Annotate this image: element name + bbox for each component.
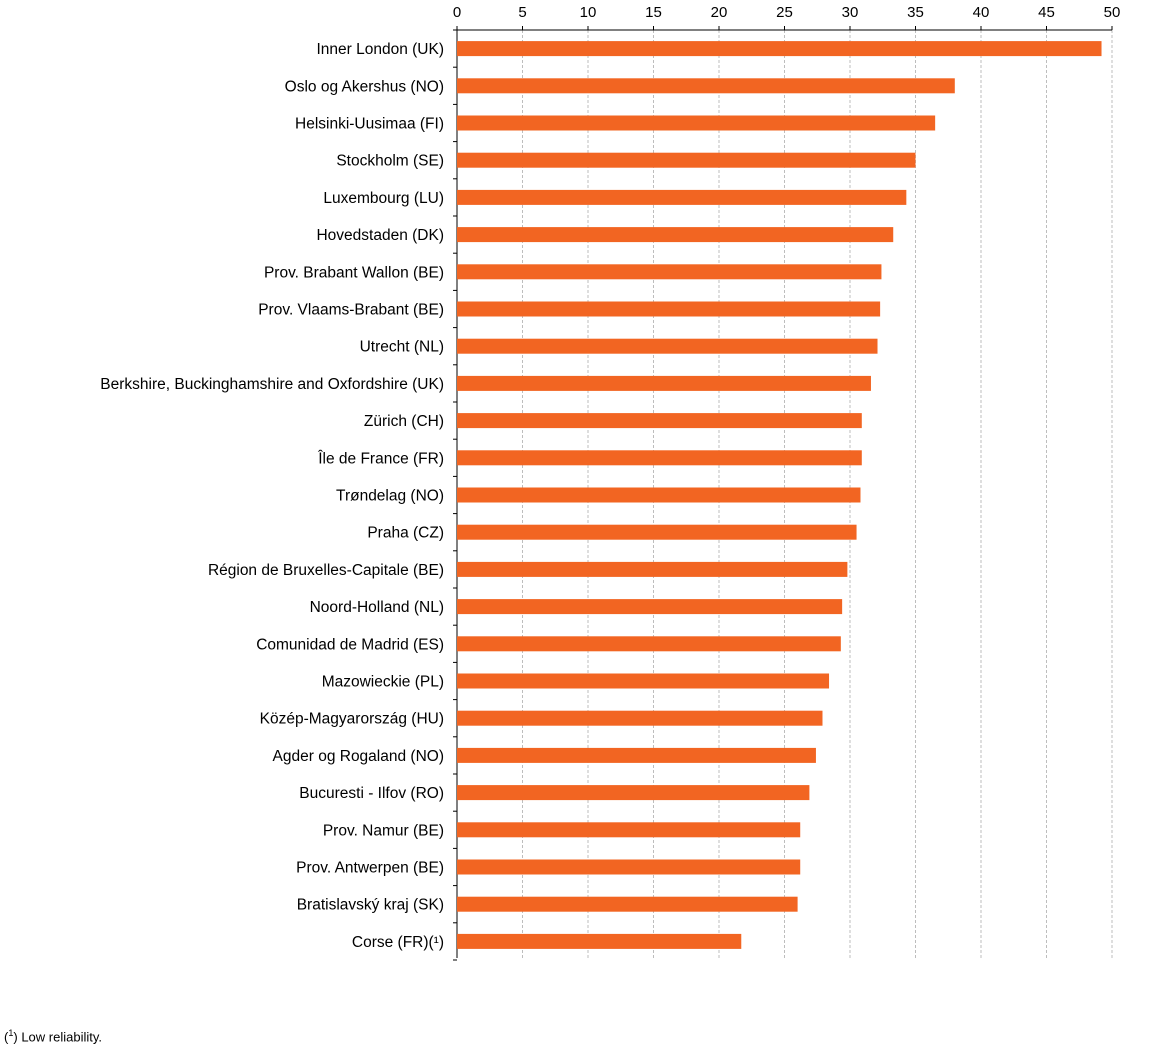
- x-tick-label: 25: [776, 4, 793, 21]
- category-label: Noord-Holland (NL): [310, 599, 444, 616]
- bar: [457, 450, 862, 466]
- x-tick-label: 0: [453, 4, 461, 21]
- footnote-marker: 1: [8, 1028, 14, 1038]
- bar: [457, 413, 862, 429]
- bar: [457, 41, 1102, 57]
- bar: [457, 673, 830, 689]
- x-tick-label: 30: [842, 4, 859, 21]
- category-label: Közép-Magyarország (HU): [260, 711, 444, 728]
- x-tick-labels: 0 5 10 15 20 25 30 35 40 45 50: [453, 4, 1121, 21]
- bar: [457, 227, 894, 243]
- bar: [457, 896, 798, 912]
- footnote: (1) Low reliability.: [4, 1028, 102, 1045]
- x-tick-label: 5: [518, 4, 526, 21]
- category-label: Utrecht (NL): [360, 339, 444, 356]
- bar: [457, 375, 871, 391]
- bar: [457, 301, 881, 317]
- category-label: Agder og Rogaland (NO): [273, 748, 444, 765]
- category-label: Région de Bruxelles-Capitale (BE): [208, 562, 444, 579]
- category-label: Prov. Vlaams-Brabant (BE): [258, 302, 444, 319]
- category-label: Prov. Namur (BE): [323, 822, 444, 839]
- bar: [457, 933, 742, 949]
- footnote-text: Low reliability.: [17, 1029, 102, 1045]
- category-label: Trøndelag (NO): [336, 488, 444, 505]
- bar: [457, 636, 841, 652]
- bar: [457, 710, 823, 726]
- bar-chart: 0 5 10 15 20 25 30 35 40 45 50 Inner London (UK) Os…: [100, 4, 1121, 961]
- bar: [457, 561, 848, 577]
- category-label: Bucuresti - Ilfov (RO): [299, 785, 444, 802]
- x-tick-label: 35: [907, 4, 924, 21]
- bar: [457, 152, 916, 168]
- category-label: Praha (CZ): [367, 525, 444, 542]
- category-label: Île de France (FR): [317, 450, 444, 467]
- x-tick-label: 15: [645, 4, 662, 21]
- category-label: Prov. Antwerpen (BE): [296, 860, 444, 877]
- category-label: Oslo og Akershus (NO): [285, 78, 444, 95]
- x-tick-label: 50: [1104, 4, 1121, 21]
- x-tick-label: 45: [1038, 4, 1055, 21]
- bar: [457, 115, 936, 131]
- category-label: Berkshire, Buckinghamshire and Oxfordshi…: [100, 376, 444, 393]
- category-label: Stockholm (SE): [336, 153, 444, 170]
- category-label: Prov. Brabant Wallon (BE): [264, 264, 444, 281]
- category-label: Inner London (UK): [316, 41, 444, 58]
- x-tick-label: 40: [973, 4, 990, 21]
- bar: [457, 524, 857, 540]
- category-label: Corse (FR)(¹): [352, 934, 444, 951]
- category-label: Mazowieckie (PL): [322, 674, 444, 691]
- bar: [457, 487, 861, 503]
- category-label: Hovedstaden (DK): [316, 227, 444, 244]
- category-labels: Inner London (UK) Oslo og Akershus (NO) He…: [100, 41, 444, 951]
- category-label: Bratislavský kraj (SK): [297, 897, 444, 914]
- bar: [457, 822, 801, 838]
- category-label: Zürich (CH): [364, 413, 444, 430]
- bars: [457, 41, 1102, 949]
- bar: [457, 785, 810, 801]
- bar: [457, 859, 801, 875]
- category-label: Luxembourg (LU): [323, 190, 444, 207]
- category-label: Comunidad de Madrid (ES): [256, 636, 444, 653]
- bar: [457, 78, 955, 94]
- x-tick-label: 20: [711, 4, 728, 21]
- bar: [457, 189, 907, 205]
- bar: [457, 599, 843, 615]
- bar: [457, 338, 878, 354]
- bar: [457, 747, 816, 763]
- category-label: Helsinki-Uusimaa (FI): [295, 116, 444, 133]
- bar: [457, 264, 882, 280]
- x-tick-label: 10: [580, 4, 597, 21]
